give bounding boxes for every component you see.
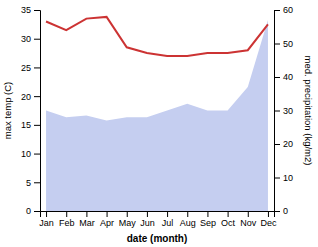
tick-mark — [34, 182, 40, 183]
tick-mark — [34, 96, 40, 97]
axis-line — [41, 212, 275, 218]
x-axis-title: date (month) — [127, 233, 188, 244]
tick: 40 — [274, 72, 293, 82]
tick-mark — [66, 211, 67, 217]
tick-label: May — [119, 218, 137, 228]
tick: 50 — [274, 39, 293, 49]
tick-label: Mar — [79, 218, 95, 228]
tick-label: 15 — [21, 120, 31, 130]
tick: Aug — [180, 211, 196, 228]
tick: Mar — [79, 211, 95, 228]
tick-mark — [274, 211, 280, 212]
tick-label: Nov — [240, 218, 257, 228]
tick-mark — [268, 211, 269, 217]
tick: 20 — [274, 139, 293, 149]
tick-label: Sep — [200, 218, 216, 228]
tick-mark — [187, 211, 188, 217]
x-axis: Jan Feb Mar Apr MayJun Jul Aug Sep Oct NovDec — [39, 211, 277, 228]
tick-mark — [34, 39, 40, 40]
tick-label: 5 — [26, 178, 31, 188]
tick: Dec — [260, 211, 277, 228]
tick-mark — [274, 111, 280, 112]
tick: 30 — [21, 34, 40, 44]
tick: Sep — [200, 211, 216, 228]
area — [46, 20, 268, 211]
tick-label: 50 — [283, 39, 293, 49]
tick-mark — [274, 10, 280, 11]
tick: 20 — [21, 92, 40, 102]
tick: 25 — [21, 63, 40, 73]
tick: Jul — [162, 211, 174, 228]
tick: Jun — [140, 211, 155, 228]
tick-mark — [207, 211, 208, 217]
tick-mark — [34, 211, 40, 212]
tick-mark — [86, 211, 87, 217]
tick-label: 10 — [283, 173, 293, 183]
tick-mark — [46, 211, 47, 217]
tick-mark — [147, 211, 148, 217]
tick-label: 20 — [21, 92, 31, 102]
tick: 30 — [274, 106, 293, 116]
tick: Feb — [59, 211, 75, 228]
tick: Apr — [100, 211, 114, 228]
y2-axis-title: med. precipitation (kg/m2) — [303, 56, 314, 166]
tick-label: Jan — [39, 218, 54, 228]
tick-mark — [248, 211, 249, 217]
tick-label: Jul — [162, 218, 174, 228]
tick-label: 0 — [26, 206, 31, 216]
axis-line — [34, 11, 41, 212]
plot: Jan Feb Mar Apr MayJun Jul Aug Sep Oct NovDec 0 5 10… — [2, 5, 314, 244]
line — [46, 17, 268, 56]
tick: 15 — [21, 120, 40, 130]
tick-mark — [34, 154, 40, 155]
tick-label: Oct — [221, 218, 236, 228]
y-axis: 0 5 10 15 20 25 30 35 — [21, 5, 41, 216]
tick-mark — [34, 10, 40, 11]
y-axis-title: max temp (C) — [2, 82, 13, 140]
tick-mark — [167, 211, 168, 217]
tick-mark — [274, 44, 280, 45]
tick-label: 35 — [21, 5, 31, 15]
tick: 0 — [274, 206, 288, 216]
tick-mark — [274, 144, 280, 145]
tick: 10 — [21, 149, 40, 159]
y2-axis: 0 10 20 30 40 50 60 — [274, 5, 293, 216]
tick-label: 30 — [21, 34, 31, 44]
tick-label: 60 — [283, 5, 293, 15]
tick-label: Apr — [100, 218, 114, 228]
tick-mark — [274, 77, 280, 78]
tick-label: 20 — [283, 139, 293, 149]
tick-label: 30 — [283, 106, 293, 116]
tick-label: Aug — [180, 218, 196, 228]
tick: May — [119, 211, 137, 228]
tick-label: 0 — [283, 206, 288, 216]
tick-mark — [107, 211, 108, 217]
tick-label: Jun — [140, 218, 155, 228]
tick: Nov — [240, 211, 257, 228]
tick: 60 — [274, 5, 293, 15]
tick-mark — [34, 125, 40, 126]
tick: 5 — [26, 178, 40, 188]
tick: 10 — [274, 173, 293, 183]
axis-line — [275, 11, 281, 212]
tick-label: 10 — [21, 149, 31, 159]
tick-mark — [127, 211, 128, 217]
tick-mark — [274, 178, 280, 179]
tick-mark — [34, 67, 40, 68]
tick: Oct — [221, 211, 236, 228]
tick-label: Feb — [59, 218, 75, 228]
marks — [46, 17, 268, 211]
tick-label: 25 — [21, 63, 31, 73]
tick-mark — [228, 211, 229, 217]
tick: 0 — [26, 206, 40, 216]
tick: Jan — [39, 211, 54, 228]
tick-label: Dec — [260, 218, 277, 228]
tick: 35 — [21, 5, 40, 15]
chart: Jan Feb Mar Apr MayJun Jul Aug Sep Oct NovDec 0 5 10… — [0, 0, 318, 247]
tick-label: 40 — [283, 72, 293, 82]
